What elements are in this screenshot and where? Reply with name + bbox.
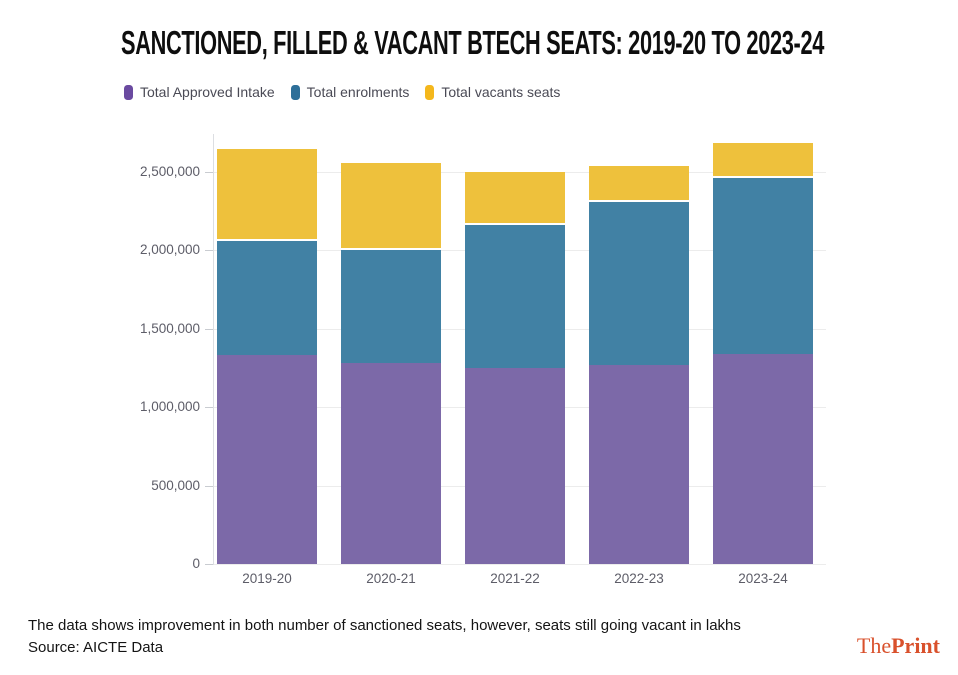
bar-2023-24-total-approved-intake[interactable] xyxy=(713,353,813,564)
gridline-0 xyxy=(213,564,826,565)
y-axis-tick xyxy=(205,564,213,565)
x-axis-label-2023-24: 2023-24 xyxy=(738,571,788,586)
legend-swatch-icon xyxy=(425,85,435,100)
logo-print: Print xyxy=(891,633,940,658)
x-axis-label-2022-23: 2022-23 xyxy=(614,571,664,586)
logo-the: The xyxy=(856,633,892,658)
chart-title: SANCTIONED, FILLED & VACANT BTECH SEATS:… xyxy=(121,24,825,61)
y-axis-label: 0 xyxy=(192,556,200,571)
legend-item-total-enrolments[interactable]: Total enrolments xyxy=(290,84,410,100)
bar-2019-20-total-vacants-seats[interactable] xyxy=(217,146,317,240)
bar-2021-22-total-vacants-seats[interactable] xyxy=(465,169,565,223)
y-axis-line xyxy=(213,134,214,565)
legend-item-total-vacants-seats[interactable]: Total vacants seats xyxy=(425,85,560,100)
y-axis-label: 1,500,000 xyxy=(139,320,200,336)
bar-2019-20-total-approved-intake[interactable] xyxy=(217,355,317,564)
theprint-logo: ThePrint xyxy=(857,635,940,657)
x-axis-label-2019-20: 2019-20 xyxy=(242,571,292,586)
y-axis-label: 2,500,000 xyxy=(139,164,200,179)
y-axis-tick xyxy=(205,172,213,173)
legend-item-total-approved-intake[interactable]: Total Approved Intake xyxy=(124,85,275,100)
y-axis-tick xyxy=(205,328,213,330)
footer-note: The data shows improvement in both numbe… xyxy=(28,617,741,634)
legend-swatch-icon xyxy=(124,85,133,100)
legend-swatch-icon xyxy=(290,85,300,100)
bar-2023-24-total-vacants-seats[interactable] xyxy=(713,140,813,176)
bar-2022-23-total-vacants-seats[interactable] xyxy=(589,164,689,201)
legend-label: Total vacants seats xyxy=(441,84,561,100)
y-axis-label: 1,000,000 xyxy=(139,399,200,415)
legend-label: Total enrolments xyxy=(306,84,410,100)
y-axis-tick xyxy=(205,407,213,409)
bar-2020-21-total-enrolments[interactable] xyxy=(341,248,441,363)
bar-2022-23-total-enrolments[interactable] xyxy=(589,200,689,365)
bar-2020-21-total-vacants-seats[interactable] xyxy=(341,161,441,249)
y-axis-label: 2,000,000 xyxy=(139,242,200,258)
bar-2023-24-total-enrolments[interactable] xyxy=(713,175,813,354)
x-axis-label-2020-21: 2020-21 xyxy=(366,571,416,586)
bar-2021-22-total-enrolments[interactable] xyxy=(465,222,565,368)
bar-2020-21-total-approved-intake[interactable] xyxy=(341,362,441,564)
y-axis-tick xyxy=(205,485,213,487)
legend: Total Approved Intake Total enrolments Tot… xyxy=(124,85,560,100)
bar-2019-20-total-enrolments[interactable] xyxy=(217,239,317,356)
footer-source: Source: AICTE Data xyxy=(28,639,164,656)
bar-2021-22-total-approved-intake[interactable] xyxy=(465,368,565,564)
x-axis-label-2021-22: 2021-22 xyxy=(490,571,540,586)
bar-2022-23-total-approved-intake[interactable] xyxy=(589,364,689,564)
legend-label: Total Approved Intake xyxy=(140,84,275,100)
y-axis-label: 500,000 xyxy=(151,477,200,493)
y-axis-tick xyxy=(205,250,213,252)
